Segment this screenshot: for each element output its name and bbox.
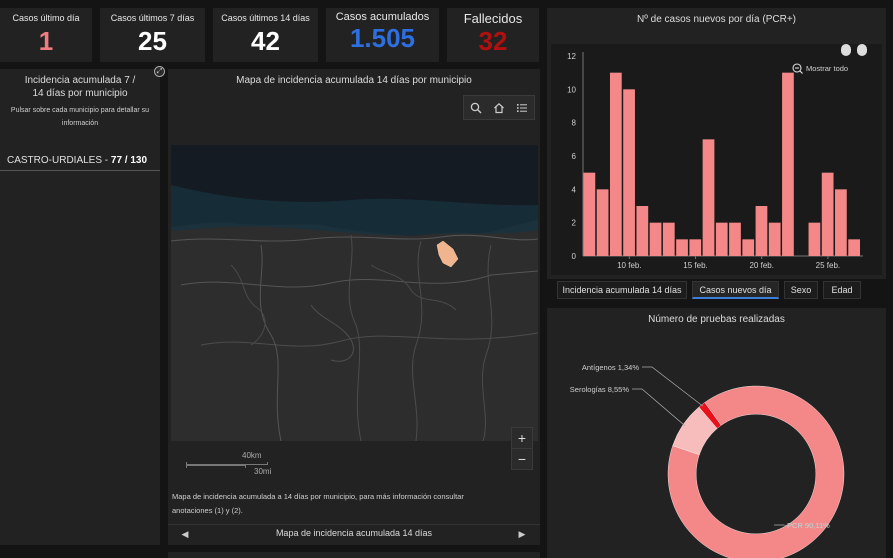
tab-incidencia-acumulada[interactable]: Incidencia acumulada 14 días [557,281,687,299]
kpi-value: 42 [251,26,280,56]
x-tick-label: 15 feb. [683,261,707,270]
panel-subtitle: Pulsar sobre cada municipio para detalla… [10,107,150,127]
prev-arrow-icon[interactable]: ◀ [181,528,189,539]
zoom-out-icon [792,62,803,74]
kpi-value: 1.505 [349,23,416,53]
y-tick-label: 2 [572,219,577,228]
bar[interactable] [755,206,768,256]
x-tick-label: 25 feb. [816,261,840,270]
leader-line [642,366,704,407]
tab-sexo[interactable]: Sexo [784,281,818,299]
kpi-value: 32 [478,26,508,56]
kpi-label: Casos último día [12,13,80,23]
tests-donut-chart: PCR 90,11% Serologías 8,55% Antígenos 1,34… [570,363,845,558]
slice-label: Serologías 8,55% [570,385,630,394]
slice-label: PCR 90,11% [787,521,830,530]
donut-title: Número de pruebas realizadas [648,314,785,325]
kpi-label: Casos acumulados [335,11,430,23]
bar[interactable] [821,172,834,256]
bar[interactable] [848,239,860,256]
bar[interactable] [715,222,728,256]
tab-casos-nuevos-dia[interactable]: Casos nuevos día [692,281,779,299]
zoom-in-button[interactable]: + [511,427,533,449]
map-canvas[interactable] [171,145,538,441]
bar[interactable] [835,189,847,256]
range-handle-right-icon[interactable] [857,44,867,56]
map-footer: ◀ Mapa de incidencia acumulada 14 días ▶ [168,524,540,543]
bar[interactable] [676,239,688,256]
bar[interactable] [702,139,715,256]
donut-slice[interactable] [698,402,722,429]
show-all-label: Mostrar todo [806,63,849,73]
panel-title: Incidencia acumulada 7 / 14 días por mun… [24,75,136,99]
scale-km: 40km [242,451,262,460]
scale-mi: 30mi [254,467,272,476]
map-title: Mapa de incidencia acumulada 14 días por… [236,75,472,86]
kpi-casos-14-dias: Casos últimos 14 días 42 [213,8,318,62]
castro-urdiales-area[interactable] [436,240,459,268]
bar[interactable] [662,222,675,256]
municipality-list-panel: Incidencia acumulada 7 / 14 días por mun… [0,69,160,545]
bar[interactable] [649,222,662,256]
zoom-out-button[interactable]: − [511,448,533,470]
bar[interactable] [596,189,609,256]
y-tick-label: 0 [572,252,577,261]
list-icon[interactable] [516,102,528,114]
leader-line [632,388,686,426]
kpi-casos-7-dias: Casos últimos 7 días 25 [100,8,205,62]
slice-label: Antígenos 1,34% [582,363,639,372]
x-tick-label: 10 feb. [617,261,641,270]
map-note: Mapa de incidencia acumulada a 14 días p… [172,492,464,515]
kpi-fallecidos: Fallecidos 32 [447,8,539,62]
bar[interactable] [742,239,755,256]
next-arrow-icon[interactable]: ▶ [518,528,526,539]
bar[interactable] [623,89,635,256]
expand-icon[interactable]: ⤢ [154,66,165,77]
donut-slice[interactable] [667,385,845,558]
bar[interactable] [729,222,741,256]
map-toolbar [463,95,535,120]
bar[interactable] [782,72,794,257]
kpi-label: Casos últimos 14 días [221,13,310,23]
map-panel: Mapa de incidencia acumulada 14 días por… [168,69,540,545]
tests-donut-panel: Número de pruebas realizadas PCR 90,11% S… [547,308,886,558]
y-tick-label: 6 [572,152,577,161]
bar[interactable] [768,222,781,256]
municipality-separator: - [102,155,111,166]
map-footer-title: Mapa de incidencia acumulada 14 días [275,528,433,538]
bar[interactable] [636,206,649,256]
bottom-panel-edge [168,552,540,558]
kpi-value: 25 [138,26,167,56]
kpi-label: Fallecidos [463,11,523,26]
bar[interactable] [689,239,702,256]
municipality-name: CASTRO-URDIALES [7,155,103,166]
scale-bar: 40km 30mi [186,451,272,476]
kpi-value: 1 [38,26,54,56]
y-tick-label: 8 [572,119,577,128]
daily-cases-bar-chart: 0 2 4 6 8 10 12 10 feb. 15 feb. 20 feb. 25 feb. [567,52,863,270]
municipality-list-item[interactable]: CASTRO-URDIALES - 77 / 130 [0,155,160,171]
bar[interactable] [609,72,622,257]
kpi-casos-acumulados: Casos acumulados 1.505 [326,8,439,62]
search-icon[interactable] [470,102,482,114]
range-handle-left-icon[interactable] [841,44,851,56]
bar-chart-title: Nº de casos nuevos por día (PCR+) [636,14,796,25]
municipality-incidence: 77 / 130 [110,155,148,166]
tab-edad[interactable]: Edad [823,281,861,299]
daily-cases-chart-panel: Nº de casos nuevos por día (PCR+) 0 2 4 6 8 1… [547,8,886,279]
bar[interactable] [583,172,596,256]
bar[interactable] [808,222,821,256]
y-tick-label: 10 [567,85,576,94]
kpi-casos-ultimo-dia: Casos último día 1 [0,8,92,62]
show-all-button[interactable]: Mostrar todo [792,62,848,74]
y-tick-label: 12 [567,52,576,61]
home-icon[interactable] [493,102,505,114]
y-tick-label: 4 [572,185,577,194]
x-tick-label: 20 feb. [749,261,773,270]
kpi-label: Casos últimos 7 días [110,13,195,23]
